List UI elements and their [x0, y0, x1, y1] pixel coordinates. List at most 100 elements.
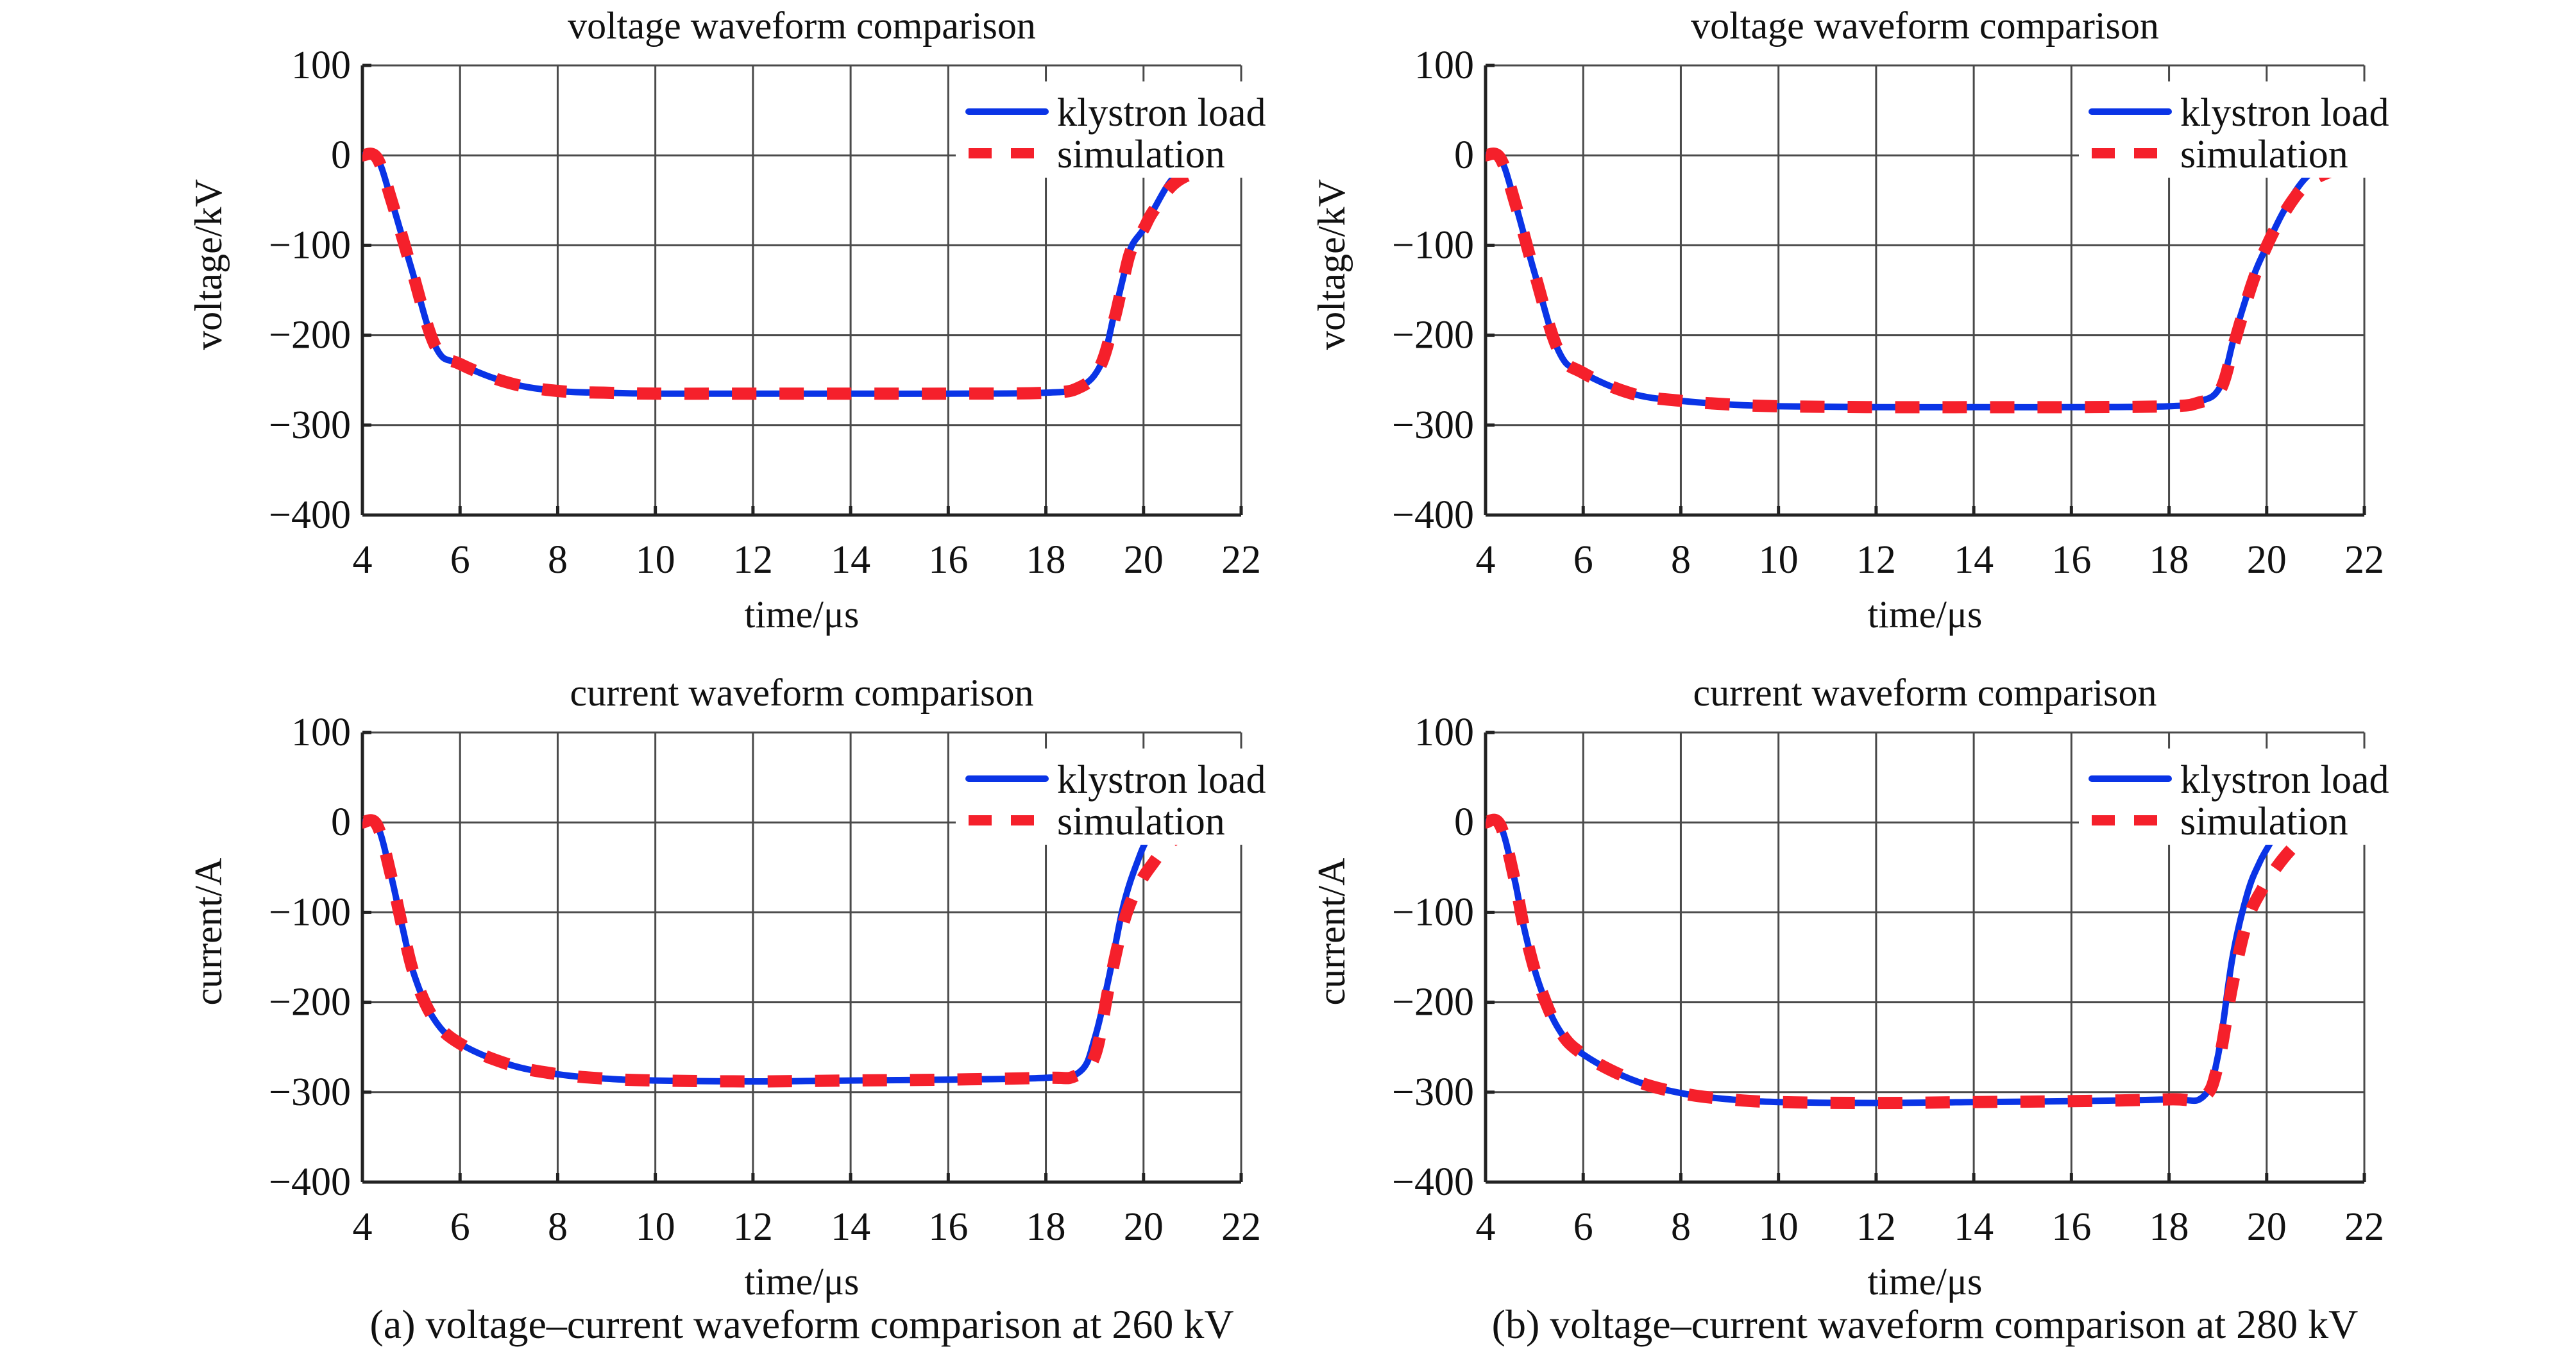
y-tick-label: −300	[1392, 403, 1474, 447]
x-tick-label: 20	[1124, 1205, 1164, 1249]
chart-title: current waveform comparison	[570, 672, 1033, 714]
series-group	[362, 148, 1244, 400]
y-tick-label: 0	[1454, 800, 1474, 844]
chart-title: current waveform comparison	[1693, 672, 2157, 714]
x-tick-label: 14	[1954, 1205, 1994, 1249]
y-axis-title: voltage/kV	[187, 179, 230, 350]
x-tick-label: 8	[1671, 1205, 1691, 1249]
x-axis-title: time/μs	[1868, 1260, 1983, 1303]
legend-label-klystron: klystron load	[1057, 91, 1266, 135]
y-tick-label: 0	[331, 800, 351, 844]
x-tick-label: 6	[450, 1205, 470, 1249]
grid	[1486, 65, 2364, 515]
x-tick-label: 4	[353, 1205, 373, 1249]
legend-label-simulation: simulation	[2180, 800, 2348, 843]
x-tick-label: 18	[1026, 1205, 1066, 1249]
y-tick-label: −200	[1392, 314, 1474, 357]
legend-box	[2079, 749, 2425, 845]
y-tick-label: 100	[1414, 711, 1474, 754]
y-tick-label: −300	[269, 403, 351, 447]
y-tick-label: 0	[331, 133, 351, 177]
legend-label-klystron: klystron load	[1057, 758, 1266, 802]
x-tick-label: 12	[1856, 1205, 1896, 1249]
y-tick-label: −400	[269, 493, 351, 537]
chart-title: voltage waveform comparison	[568, 4, 1036, 47]
x-tick-label: 8	[548, 538, 568, 582]
y-tick-label: 100	[291, 44, 351, 87]
series-group	[1486, 148, 2368, 414]
legend-box	[2079, 81, 2425, 178]
legend-box	[956, 81, 1302, 178]
legend-label-simulation: simulation	[1057, 133, 1225, 176]
y-tick-label: −400	[269, 1160, 351, 1204]
y-tick-label: −400	[1392, 1160, 1474, 1204]
x-tick-label: 20	[1124, 538, 1164, 582]
legend-label-simulation: simulation	[2180, 133, 2348, 176]
x-tick-label: 20	[2247, 538, 2287, 582]
y-tick-label: −400	[1392, 493, 1474, 537]
x-tick-label: 22	[2344, 1205, 2384, 1249]
y-axis-title: voltage/kV	[1310, 179, 1353, 350]
x-tick-label: 4	[1476, 538, 1496, 582]
series-line-simulation	[1486, 148, 2351, 414]
x-tick-label: 22	[1221, 1205, 1261, 1249]
legend-label-simulation: simulation	[1057, 800, 1225, 843]
x-tick-label: 10	[636, 538, 675, 582]
legend-label-klystron: klystron load	[2180, 91, 2389, 135]
x-tick-label: 22	[2344, 538, 2384, 582]
x-tick-label: 6	[1573, 538, 1593, 582]
y-tick-label: −100	[269, 223, 351, 267]
panel-a-current: current waveform comparison 4 6 8 10 12 14 16 18…	[187, 672, 1302, 1303]
x-axis-title: time/μs	[745, 593, 860, 636]
x-tick-label: 4	[353, 538, 373, 582]
legend-box	[956, 749, 1302, 845]
x-tick-label: 16	[928, 538, 968, 582]
y-axis-title: current/A	[1310, 858, 1353, 1006]
x-tick-label: 16	[928, 1205, 968, 1249]
y-axis-title: current/A	[187, 858, 230, 1006]
x-axis-title: time/μs	[745, 1260, 860, 1303]
y-tick-label: 100	[1414, 44, 1474, 87]
panel-b-voltage: voltage waveform comparison 4 6 8 10 12 14 16 18…	[1310, 4, 2425, 636]
x-tick-label: 22	[1221, 538, 1261, 582]
series-line-simulation	[362, 148, 1242, 400]
x-tick-label: 10	[636, 1205, 675, 1249]
panel-a-voltage: voltage waveform comparison 4 6 8 10 12 14 16 18…	[187, 4, 1302, 636]
x-tick-label: 12	[1856, 538, 1896, 582]
x-tick-label: 8	[1671, 538, 1691, 582]
chart-title: voltage waveform comparison	[1691, 4, 2159, 47]
y-tick-label: −200	[269, 314, 351, 357]
y-tick-label: −100	[1392, 890, 1474, 934]
x-tick-label: 18	[1026, 538, 1066, 582]
caption-b: (b) voltage–current waveform comparison …	[1492, 1301, 2359, 1347]
y-tick-label: −200	[269, 981, 351, 1024]
x-tick-label: 6	[450, 538, 470, 582]
x-tick-label: 6	[1573, 1205, 1593, 1249]
x-tick-label: 18	[2149, 1205, 2189, 1249]
x-tick-label: 14	[1954, 538, 1994, 582]
y-tick-label: −100	[269, 890, 351, 934]
y-tick-label: 100	[291, 711, 351, 754]
y-tick-label: −300	[269, 1071, 351, 1114]
x-tick-label: 4	[1476, 1205, 1496, 1249]
x-tick-label: 12	[733, 538, 773, 582]
caption-a: (a) voltage–current waveform comparison …	[369, 1301, 1233, 1347]
x-tick-label: 16	[2051, 538, 2091, 582]
x-tick-label: 18	[2149, 538, 2189, 582]
x-tick-label: 14	[831, 538, 870, 582]
grid	[1486, 732, 2364, 1182]
x-tick-label: 20	[2247, 1205, 2287, 1249]
series-line-simulation	[1486, 813, 2365, 1110]
y-tick-label: −300	[1392, 1071, 1474, 1114]
series-line-simulation	[362, 814, 1242, 1088]
x-tick-label: 10	[1759, 1205, 1799, 1249]
x-axis-title: time/μs	[1868, 593, 1983, 636]
x-tick-label: 16	[2051, 1205, 2091, 1249]
y-tick-label: 0	[1454, 133, 1474, 177]
legend-label-klystron: klystron load	[2180, 758, 2389, 802]
